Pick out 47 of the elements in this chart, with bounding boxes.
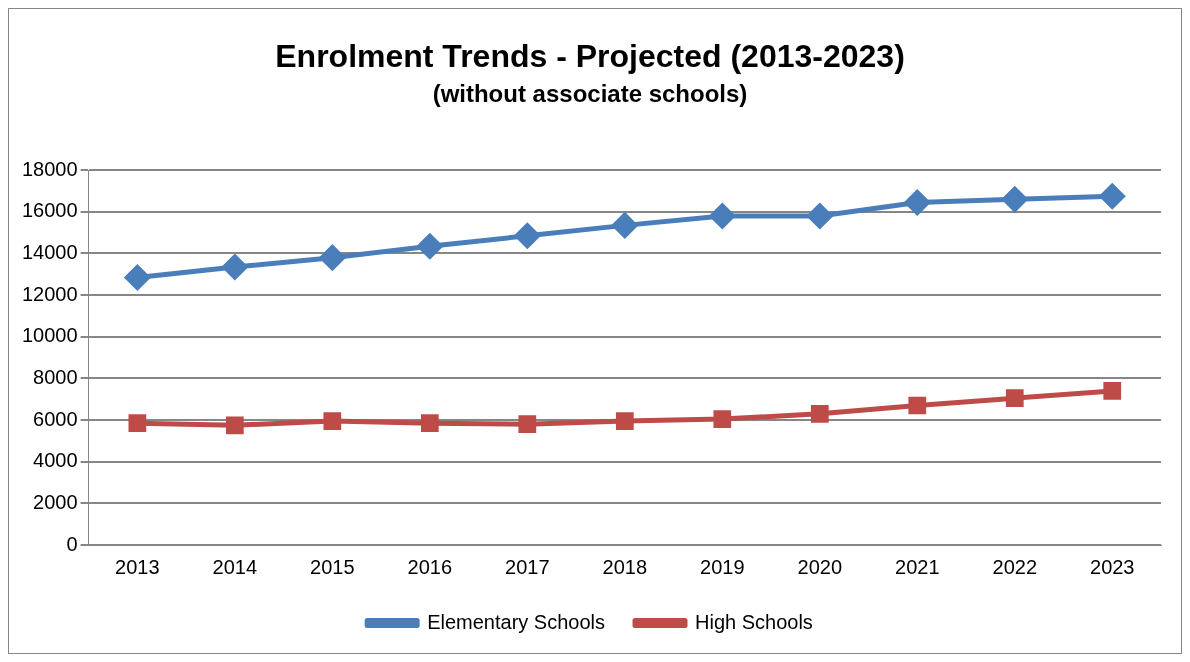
point xyxy=(709,203,735,229)
legend-label: Elementary Schools xyxy=(427,610,606,633)
point xyxy=(612,212,638,238)
point xyxy=(420,414,439,433)
y-tick-label: 6000 xyxy=(33,407,78,430)
y-tick-label: 12000 xyxy=(21,282,78,305)
point xyxy=(319,245,345,271)
point xyxy=(615,412,634,430)
x-tick-label: 2023 xyxy=(1090,555,1135,578)
x-tick-label: 2014 xyxy=(212,555,258,578)
legend-label: High Schools xyxy=(695,610,813,633)
x-tick-label: 2019 xyxy=(700,555,745,578)
point xyxy=(124,264,150,290)
point xyxy=(323,412,342,430)
y-tick-label: 18000 xyxy=(21,157,78,180)
point xyxy=(417,233,443,259)
x-tick-label: 2015 xyxy=(310,555,355,578)
point xyxy=(713,410,732,428)
x-tick-label: 2013 xyxy=(115,555,160,578)
x-tick-label: 2020 xyxy=(797,555,843,578)
point xyxy=(1103,382,1122,400)
chart-title: Enrolment Trends - Projected (2013-2023) xyxy=(275,38,905,75)
point xyxy=(225,416,244,435)
y-tick-label: 14000 xyxy=(21,241,78,263)
y-tick-label: 8000 xyxy=(33,365,78,388)
x-tick-label: 2017 xyxy=(505,555,550,578)
y-tick-label: 16000 xyxy=(21,199,78,222)
point xyxy=(807,203,833,229)
point xyxy=(904,189,930,215)
point xyxy=(908,396,927,415)
point xyxy=(810,404,829,423)
point xyxy=(222,254,248,280)
y-tick-label: 10000 xyxy=(21,324,78,347)
point xyxy=(1099,183,1125,209)
point xyxy=(1002,186,1028,212)
x-tick-label: 2021 xyxy=(895,555,940,578)
point xyxy=(128,414,147,433)
x-tick-label: 2018 xyxy=(602,555,648,578)
y-tick-label: 2000 xyxy=(33,490,78,513)
y-tick-label: 4000 xyxy=(33,449,78,472)
x-tick-label: 2022 xyxy=(992,555,1038,578)
y-tick-label: 0 xyxy=(66,532,78,555)
point xyxy=(514,223,540,249)
x-tick-label: 2016 xyxy=(407,555,453,578)
point xyxy=(518,415,537,434)
chart-subtitle: (without associate schools) xyxy=(432,80,748,108)
point xyxy=(1005,389,1024,408)
